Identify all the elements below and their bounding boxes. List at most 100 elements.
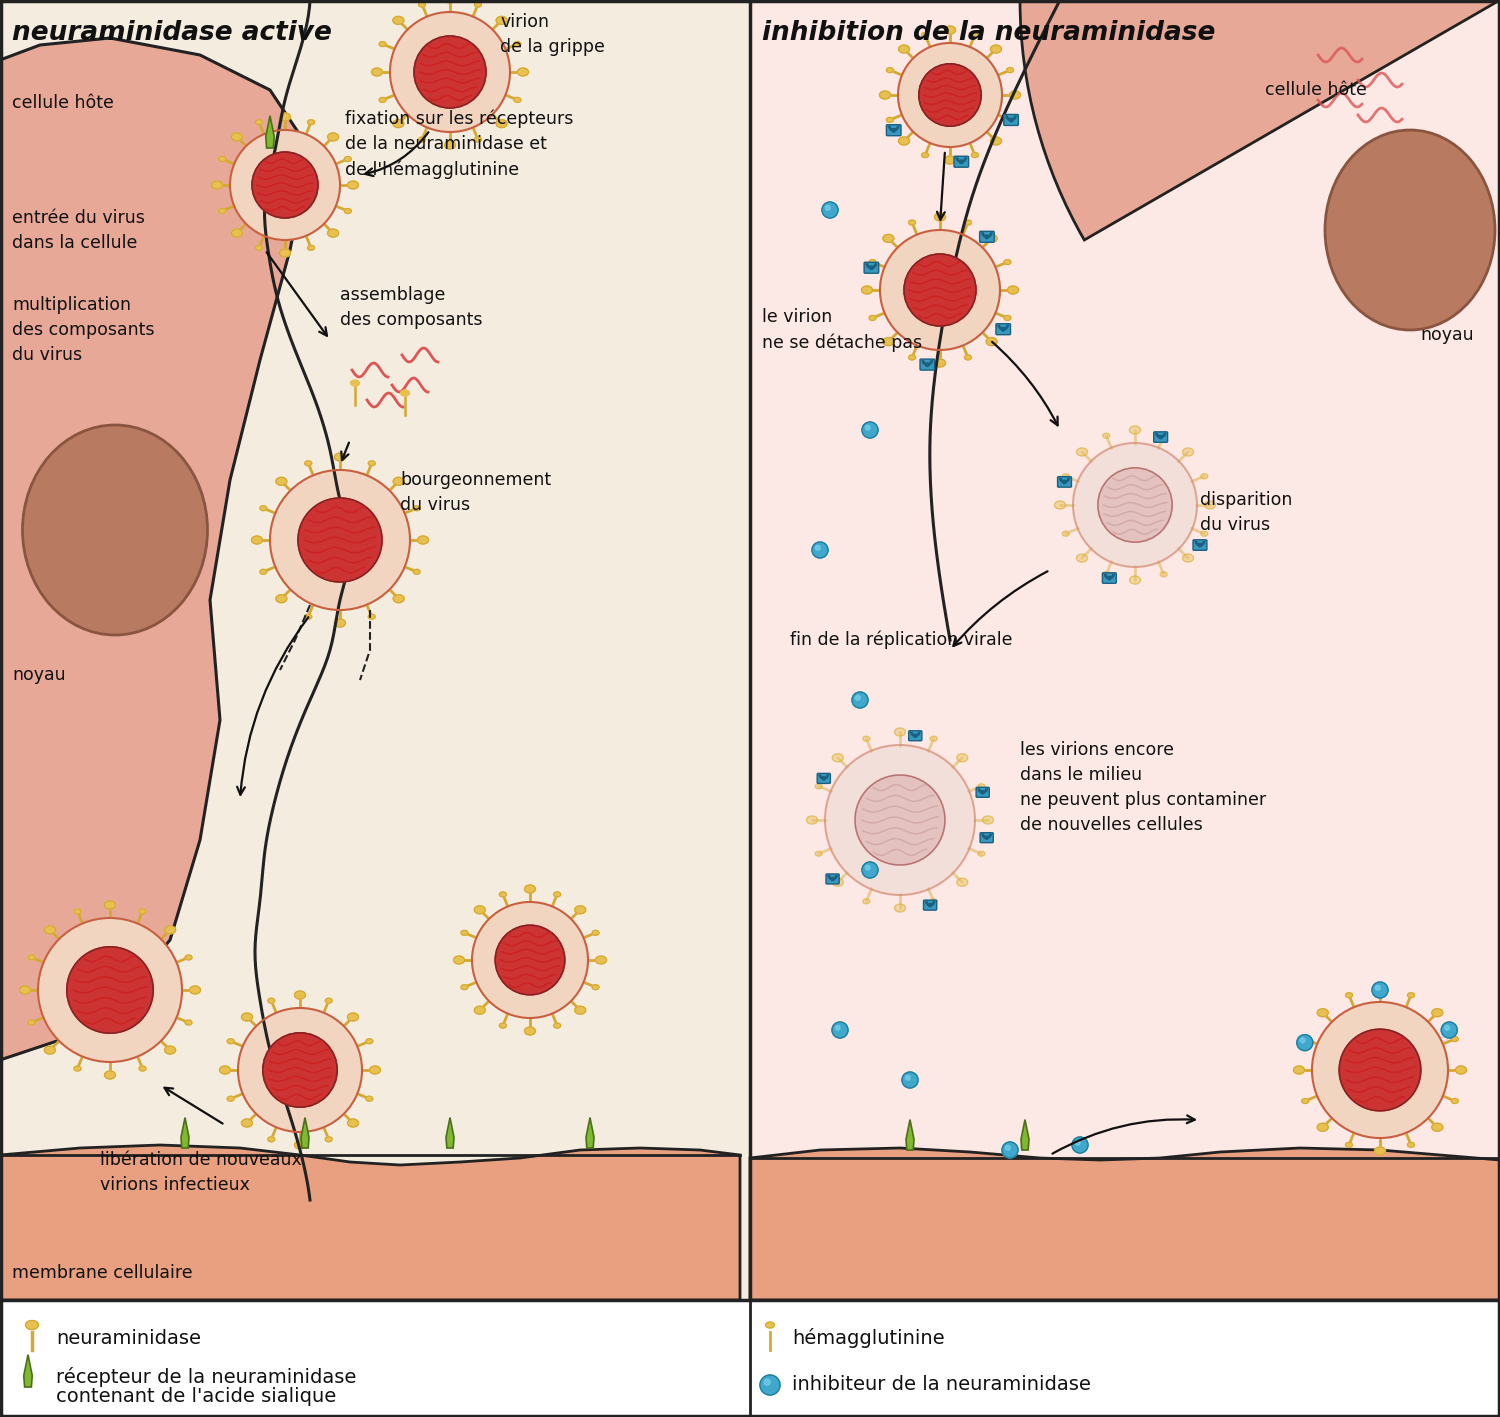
Ellipse shape xyxy=(279,249,291,256)
Circle shape xyxy=(920,64,981,126)
Ellipse shape xyxy=(1182,554,1194,563)
Circle shape xyxy=(1098,468,1172,543)
Ellipse shape xyxy=(1324,130,1496,330)
Ellipse shape xyxy=(140,908,146,914)
Ellipse shape xyxy=(554,891,561,897)
Ellipse shape xyxy=(1004,316,1011,320)
Text: récepteur de la neuraminidase: récepteur de la neuraminidase xyxy=(56,1367,357,1387)
Ellipse shape xyxy=(308,119,315,125)
Text: entrée du virus
dans la cellule: entrée du virus dans la cellule xyxy=(12,208,146,252)
Ellipse shape xyxy=(28,1020,34,1024)
Ellipse shape xyxy=(930,737,938,741)
Circle shape xyxy=(760,1374,780,1394)
Text: multiplication
des composants
du virus: multiplication des composants du virus xyxy=(12,296,154,364)
Circle shape xyxy=(1198,543,1202,547)
Ellipse shape xyxy=(909,220,915,225)
Polygon shape xyxy=(302,1118,309,1148)
Ellipse shape xyxy=(868,259,876,265)
Circle shape xyxy=(812,541,828,558)
Circle shape xyxy=(822,777,825,779)
FancyBboxPatch shape xyxy=(864,262,879,273)
FancyBboxPatch shape xyxy=(980,833,993,843)
Circle shape xyxy=(862,422,877,438)
Ellipse shape xyxy=(419,1,426,7)
Circle shape xyxy=(1340,1029,1420,1111)
Ellipse shape xyxy=(453,956,465,964)
Ellipse shape xyxy=(1317,1124,1328,1131)
Ellipse shape xyxy=(496,119,507,128)
Circle shape xyxy=(1442,1022,1458,1039)
Ellipse shape xyxy=(978,784,986,789)
Ellipse shape xyxy=(868,316,876,320)
Ellipse shape xyxy=(74,908,81,914)
Circle shape xyxy=(880,230,1001,350)
Circle shape xyxy=(825,745,975,896)
Ellipse shape xyxy=(1202,531,1208,536)
Ellipse shape xyxy=(219,208,225,214)
Ellipse shape xyxy=(460,985,468,989)
Text: libération de nouveaux
virions infectieux: libération de nouveaux virions infectieu… xyxy=(100,1151,302,1195)
Circle shape xyxy=(270,470,410,609)
Ellipse shape xyxy=(921,33,928,37)
Ellipse shape xyxy=(369,614,375,619)
Ellipse shape xyxy=(231,230,243,237)
Ellipse shape xyxy=(20,986,30,993)
Circle shape xyxy=(870,266,873,269)
Text: cellule hôte: cellule hôte xyxy=(1264,81,1366,99)
Text: fin de la réplication virale: fin de la réplication virale xyxy=(790,631,1012,649)
Ellipse shape xyxy=(1007,118,1014,122)
Polygon shape xyxy=(750,1148,1500,1299)
Ellipse shape xyxy=(393,17,404,24)
Circle shape xyxy=(1072,444,1197,567)
Ellipse shape xyxy=(140,1066,146,1071)
Wedge shape xyxy=(1020,0,1500,239)
Ellipse shape xyxy=(1160,572,1167,577)
Text: noyau: noyau xyxy=(12,666,66,684)
Text: les virions encore
dans le milieu
ne peuvent plus contaminer
de nouvelles cellul: les virions encore dans le milieu ne peu… xyxy=(1020,741,1266,835)
Ellipse shape xyxy=(255,245,262,251)
Ellipse shape xyxy=(276,595,286,602)
Text: fixation sur les récepteurs
de la neuraminidase et
de l'hémagglutinine: fixation sur les récepteurs de la neuram… xyxy=(345,109,573,179)
Ellipse shape xyxy=(474,137,482,142)
Ellipse shape xyxy=(184,955,192,959)
Circle shape xyxy=(1076,1141,1080,1145)
Circle shape xyxy=(390,11,510,132)
Circle shape xyxy=(298,497,382,582)
Circle shape xyxy=(904,254,976,326)
Ellipse shape xyxy=(226,1039,234,1044)
Ellipse shape xyxy=(1008,286,1019,293)
Ellipse shape xyxy=(909,354,915,360)
Circle shape xyxy=(1107,577,1112,580)
FancyBboxPatch shape xyxy=(1154,432,1167,442)
Ellipse shape xyxy=(294,1141,306,1149)
Circle shape xyxy=(252,152,318,218)
Ellipse shape xyxy=(1432,1124,1443,1131)
Ellipse shape xyxy=(231,133,243,140)
Ellipse shape xyxy=(369,461,375,466)
Text: le virion
ne se détache pas: le virion ne se détache pas xyxy=(762,309,922,351)
Ellipse shape xyxy=(514,41,520,47)
Circle shape xyxy=(825,205,830,210)
Ellipse shape xyxy=(268,1136,274,1142)
Circle shape xyxy=(1372,982,1388,998)
FancyBboxPatch shape xyxy=(818,774,831,784)
Ellipse shape xyxy=(833,754,843,762)
Ellipse shape xyxy=(219,1066,231,1074)
Bar xyxy=(0,1299,1500,1417)
Circle shape xyxy=(986,235,988,238)
Ellipse shape xyxy=(419,137,426,142)
Ellipse shape xyxy=(380,98,386,102)
Circle shape xyxy=(1300,1039,1305,1043)
Ellipse shape xyxy=(514,98,520,102)
FancyBboxPatch shape xyxy=(980,231,994,242)
Circle shape xyxy=(926,363,928,367)
Ellipse shape xyxy=(815,852,822,856)
Ellipse shape xyxy=(226,1097,234,1101)
Ellipse shape xyxy=(268,998,274,1003)
Circle shape xyxy=(914,734,916,737)
Ellipse shape xyxy=(308,245,315,251)
Polygon shape xyxy=(24,1355,33,1387)
Ellipse shape xyxy=(1054,502,1065,509)
Ellipse shape xyxy=(1004,259,1011,265)
Ellipse shape xyxy=(1346,1142,1353,1148)
